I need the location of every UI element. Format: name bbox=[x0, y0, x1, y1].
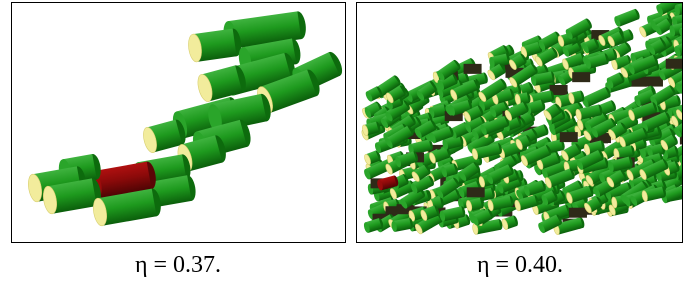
figure: η = 0.37. η = 0.40. bbox=[0, 0, 694, 281]
cylinder-end bbox=[691, 100, 694, 112]
caption: η = 0.37. bbox=[135, 252, 221, 278]
cylinder-end bbox=[685, 103, 692, 115]
cylinder-end bbox=[685, 9, 692, 21]
shadow bbox=[464, 64, 482, 74]
cylinder-end bbox=[687, 107, 694, 119]
cylinder-end bbox=[688, 156, 694, 168]
cylinder-group bbox=[467, 187, 485, 197]
cylinder-end bbox=[690, 159, 694, 171]
cylinder-end bbox=[687, 79, 694, 91]
shadow bbox=[572, 72, 590, 82]
cylinder-end bbox=[686, 26, 694, 38]
cylinder-end bbox=[690, 102, 694, 114]
cylinder-end bbox=[684, 110, 692, 122]
shadow bbox=[560, 132, 578, 142]
cylinder-end bbox=[685, 54, 693, 66]
cylinder-end bbox=[686, 159, 694, 171]
cylinder-end bbox=[683, 142, 693, 154]
shadow bbox=[467, 187, 485, 197]
cylinder-group bbox=[569, 208, 587, 218]
shadow bbox=[666, 59, 684, 69]
cylinder-group bbox=[645, 77, 663, 87]
cylinder-group bbox=[572, 72, 590, 82]
cylinder-body bbox=[682, 71, 694, 88]
shadow bbox=[569, 208, 587, 218]
page: {"panels": [{"caption": "η = 0.37."}, {"… bbox=[0, 0, 694, 281]
cylinder-body bbox=[682, 80, 694, 95]
cylinder-group bbox=[560, 132, 578, 142]
cylinder-end bbox=[690, 1, 694, 13]
cylinder-end bbox=[689, 21, 694, 33]
cylinder-end bbox=[687, 76, 694, 88]
cylinder-end bbox=[682, 3, 689, 15]
cylinder-end bbox=[687, 150, 694, 162]
cylinder-end bbox=[688, 36, 694, 48]
cylinder-body bbox=[682, 159, 694, 172]
cylinder-group bbox=[666, 59, 684, 69]
cylinder-end bbox=[684, 40, 693, 52]
cylinder-group bbox=[464, 64, 482, 74]
shadow bbox=[645, 77, 663, 87]
caption: η = 0.40. bbox=[477, 252, 563, 278]
